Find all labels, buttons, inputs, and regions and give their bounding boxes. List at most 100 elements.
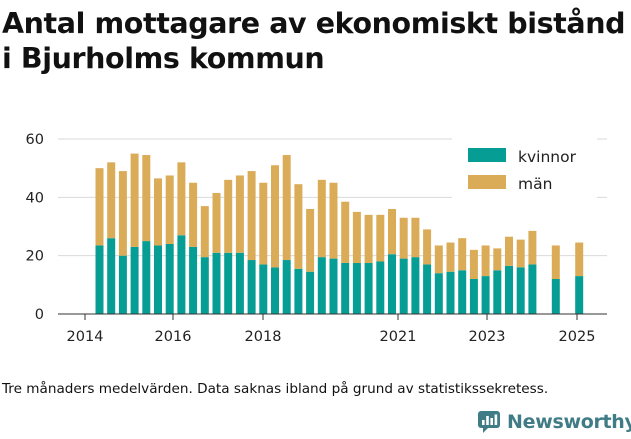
bar-kvinnor [423,264,432,314]
bar-man [200,206,209,258]
bar-kvinnor [528,264,537,314]
bar-man [575,242,584,277]
newsworthy-logo-icon [478,411,500,433]
bar-kvinnor [317,257,326,314]
y-axis-ticks: 0 20 40 60 [26,132,44,323]
bar-man [434,245,443,274]
bar-man [271,165,279,268]
x-tick-label: 2023 [469,329,506,345]
bar-man [411,217,420,258]
bar-kvinnor [294,268,303,314]
bar-man [317,179,326,258]
bar-kvinnor [376,261,385,314]
bar-kvinnor [130,246,139,314]
bar-man [493,248,502,271]
bar-man [95,168,104,246]
bar-man [118,171,127,256]
bar-man [154,178,162,246]
bar-man [329,182,338,259]
bar-man [469,249,478,279]
bar-chart: 0 20 40 60 2014 2016 2018 2021 2023 2025 kvinnor… [26,132,607,345]
bar-kvinnor [95,245,104,314]
bar-man [458,238,467,271]
bar-man [388,209,396,255]
bar-kvinnor [154,245,162,314]
legend: kvinnor män [468,148,577,193]
bar-kvinnor [516,267,525,314]
bar-man [235,175,244,253]
legend-swatch-kvinnor [468,148,506,162]
x-tick-label: 2016 [155,329,192,345]
bar-kvinnor [411,257,420,314]
legend-swatch-man [468,175,506,189]
bar-man [282,155,291,261]
bar-kvinnor [235,252,244,314]
bar-kvinnor [399,258,408,314]
bar-kvinnor [177,235,186,314]
bar-man [446,242,455,272]
chart-caption: Tre månaders medelvärden. Data saknas ib… [2,381,549,397]
bar-kvinnor [329,258,338,314]
newsworthy-logo-text: Newsworthy [507,411,631,433]
bar-kvinnor [142,241,151,314]
x-tick-label: 2021 [380,329,417,345]
bar-man [423,229,432,265]
bar-kvinnor [212,252,221,314]
bar-kvinnor [118,255,127,314]
y-tick-label: 40 [26,190,44,206]
bar-kvinnor [189,246,198,314]
bar-man [341,201,350,263]
bar-man [177,162,186,236]
bar-kvinnor [200,257,209,314]
y-tick-label: 0 [35,307,44,323]
bar-kvinnor [259,264,268,314]
bar-man [352,211,361,263]
bar-kvinnor [352,262,361,314]
legend-label-kvinnor: kvinnor [518,148,577,166]
x-tick-label: 2014 [67,329,104,345]
bar-man [516,239,525,268]
bar-kvinnor [493,270,502,314]
chart-title: Antal mottagare av ekonomiskt bistånd i … [2,7,626,75]
bar-kvinnor [469,279,478,314]
newsworthy-logo: Newsworthy [477,410,631,434]
bar-kvinnor [434,273,443,314]
bar-kvinnor [364,262,373,314]
bar-kvinnor [458,270,467,314]
bar-man [551,245,560,279]
x-tick-label: 2025 [559,329,596,345]
bar-man [189,182,198,247]
bar-man [259,182,268,265]
bar-kvinnor [282,260,291,314]
bar-kvinnor [505,265,513,314]
bar-kvinnor [551,279,560,314]
bar-kvinnor [107,238,116,314]
bar-man [224,179,233,253]
legend-label-man: män [518,175,552,193]
bar-kvinnor [446,271,455,314]
bar-kvinnor [271,267,279,314]
bar-man [212,192,221,253]
bar-man [107,162,116,239]
bar-kvinnor [388,254,396,314]
bar-man [364,214,373,263]
bar-man [165,175,174,244]
bar-man [247,171,256,261]
bar-man [306,209,315,272]
bar-man [142,155,151,242]
bar-man [376,214,385,262]
bar-kvinnor [224,252,233,314]
bar-kvinnor [247,260,256,314]
x-tick-label: 2018 [245,329,282,345]
bar-man [528,230,537,265]
bar-man [399,217,408,259]
bars [95,153,584,314]
bar-kvinnor [575,276,584,314]
bar-man [505,236,513,266]
bar-kvinnor [341,262,350,314]
bar-kvinnor [306,271,315,314]
bar-man [481,245,490,277]
y-tick-label: 20 [26,249,44,265]
bar-kvinnor [165,244,174,314]
x-axis-ticks: 2014 2016 2018 2021 2023 2025 [67,314,596,345]
